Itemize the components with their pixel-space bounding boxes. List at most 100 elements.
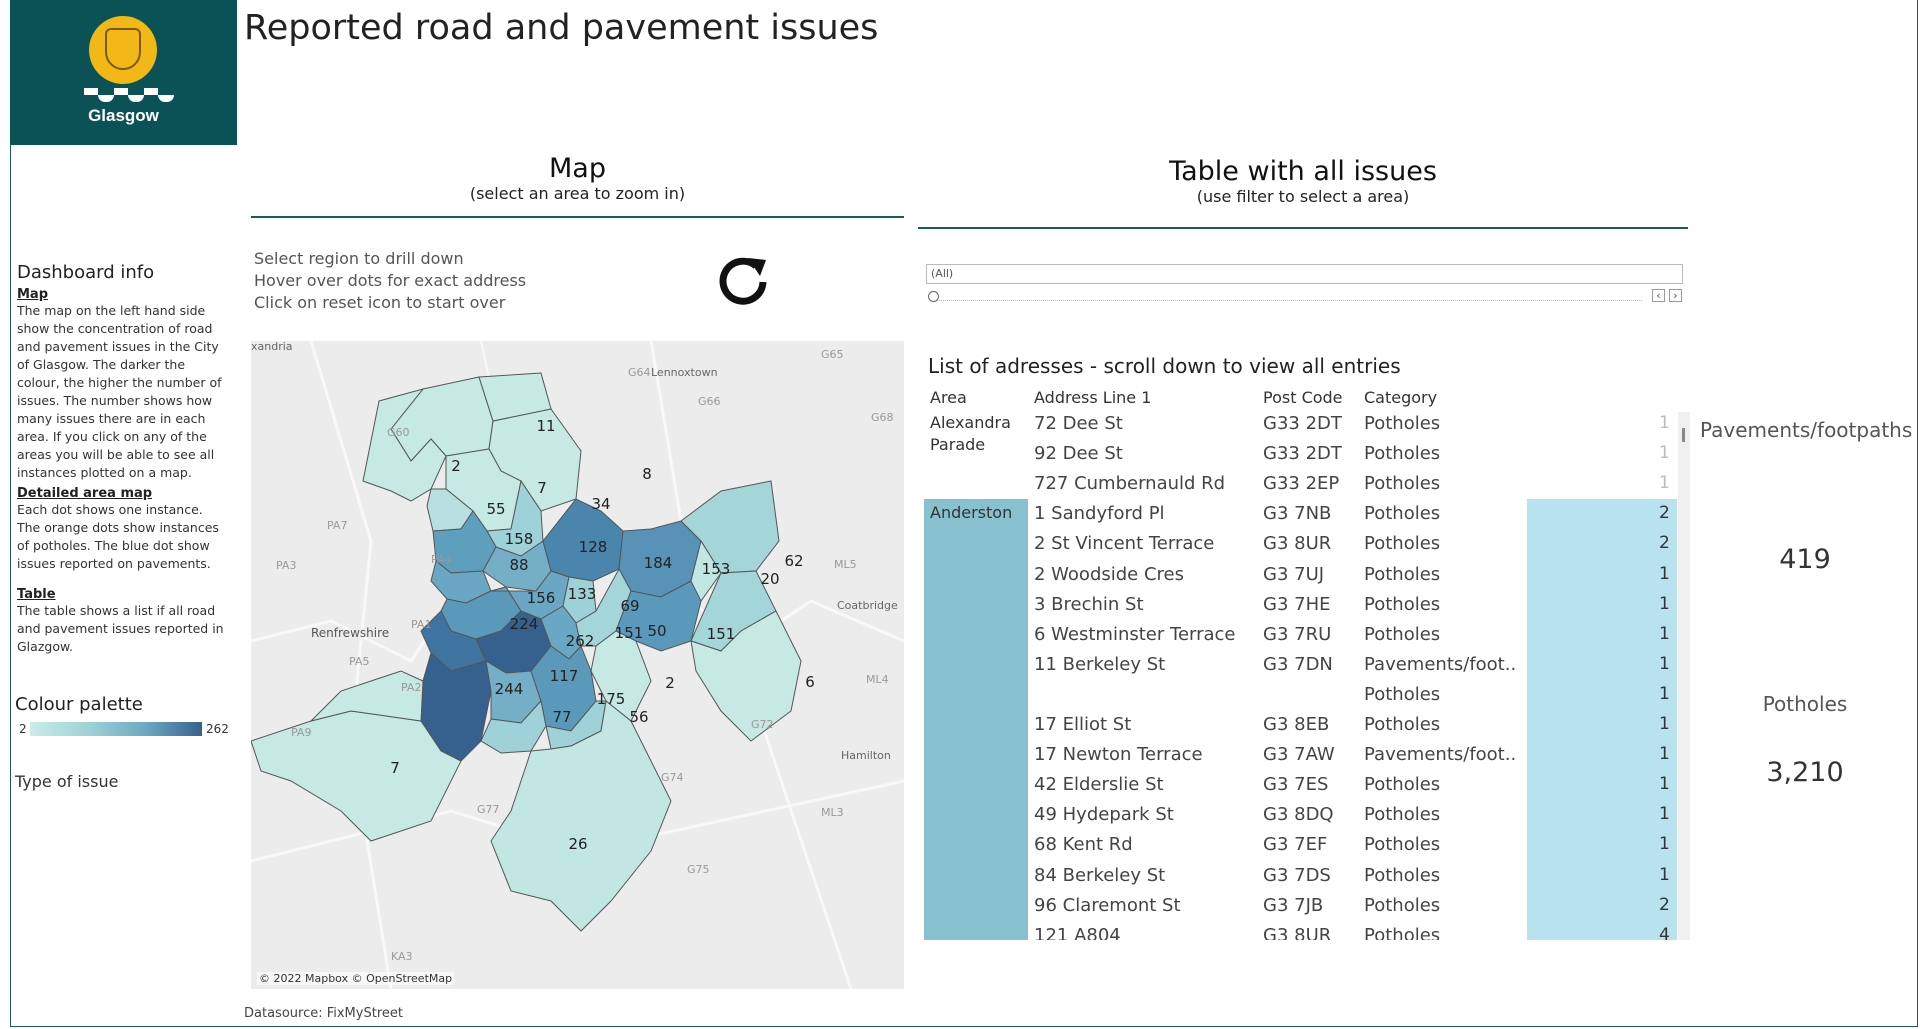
cell-address: 3 Brechin St — [1034, 593, 1144, 615]
cell-address: 2 Woodside Cres — [1034, 563, 1184, 585]
table-row[interactable]: Alexandra 72 Dee St G33 2DT Potholes Parade 1 — [924, 410, 1694, 454]
table-row[interactable]: 2 Woodside Cres G3 7UJ Potholes 1 — [924, 561, 1694, 591]
list-title: List of adresses - scroll down to view a… — [928, 354, 1401, 378]
cell-count: 1 — [1659, 683, 1670, 704]
table-row[interactable]: 84 Berkeley St G3 7DS Potholes 1 — [924, 862, 1694, 892]
column-header-category: Category — [1364, 388, 1438, 407]
cell-address: 92 Dee St — [1034, 443, 1123, 465]
cell-count: 1 — [1659, 804, 1670, 825]
filter-slider-handle[interactable] — [928, 291, 939, 302]
cell-count: 1 — [1659, 834, 1670, 855]
cell-category: Potholes — [1364, 503, 1441, 525]
cell-count: 1 — [1659, 473, 1670, 494]
table-row[interactable]: 49 Hydepark St G3 8DQ Potholes 1 — [924, 801, 1694, 831]
info-table-text: The table shows a list if all road and p… — [17, 603, 224, 654]
area-count-label: 34 — [591, 495, 610, 513]
cell-category: Potholes — [1364, 924, 1441, 940]
area-count-label: 20 — [760, 570, 779, 588]
postcode-label: G68 — [871, 411, 894, 424]
cell-postcode: G3 7NB — [1263, 503, 1332, 525]
table-row[interactable]: 727 Cumbernauld Rd G33 2EP Potholes 1 — [924, 470, 1694, 500]
cell-category: Potholes — [1364, 533, 1441, 555]
column-header-address: Address Line 1 — [1034, 388, 1152, 407]
postcode-label: PA7 — [327, 519, 347, 532]
place-label: Hamilton — [841, 749, 891, 762]
postcode-label: ML5 — [834, 558, 857, 571]
cell-area-line2: Parade — [930, 435, 986, 454]
area-count-label: 158 — [505, 530, 534, 548]
cell-count: 1 — [1659, 593, 1670, 614]
area-count-label: 2 — [665, 674, 675, 692]
table-row[interactable]: 96 Claremont St G3 7JB Potholes 2 — [924, 892, 1694, 922]
table-section-title: Table with all issues — [1169, 156, 1437, 187]
cell-category: Potholes — [1364, 804, 1441, 826]
table-row[interactable]: 17 Newton Terrace G3 7AW Pavements/foot.. 1 — [924, 741, 1694, 771]
cell-count: 4 — [1659, 924, 1670, 940]
cell-address: 11 Berkeley St — [1034, 653, 1166, 675]
place-label: Renfrewshire — [311, 626, 389, 640]
cell-category: Potholes — [1364, 714, 1441, 735]
page-title: Reported road and pavement issues — [244, 8, 879, 48]
issues-table[interactable]: Area Address Line 1 Post Code Category A… — [924, 388, 1694, 940]
cell-category: Potholes — [1364, 774, 1441, 796]
area-count-label: 184 — [644, 554, 673, 572]
place-label: Coatbridge — [837, 599, 898, 612]
filter-prev-button[interactable]: ‹ — [1652, 289, 1665, 302]
table-row[interactable]: 121 A804 G3 8UR Potholes 4 — [924, 922, 1694, 940]
info-detailed-text: Each dot shows one instance. The orange … — [17, 502, 219, 571]
cell-address: 68 Kent Rd — [1034, 834, 1133, 856]
filter-slider-track[interactable] — [932, 294, 1642, 301]
table-row[interactable]: 92 Dee St G33 2DT Potholes 1 — [924, 440, 1694, 470]
area-count-label: 77 — [552, 708, 571, 726]
table-row[interactable]: Anderston 1 Sandyford Pl G3 7NB Potholes 2 — [924, 500, 1694, 530]
area-count-label: 153 — [702, 560, 731, 578]
place-label: xandria — [251, 341, 293, 353]
cell-category: Potholes — [1364, 683, 1441, 705]
area-count-label: 244 — [495, 680, 524, 698]
table-row[interactable]: 11 Berkeley St G3 7DN Pavements/foot.. 1 — [924, 651, 1694, 681]
area-filter-input[interactable]: (All) — [926, 264, 1683, 284]
table-row[interactable]: 3 Brechin St G3 7HE Potholes 1 — [924, 591, 1694, 621]
area-count-label: 88 — [509, 556, 528, 574]
dashboard-info-title: Dashboard info — [17, 262, 155, 283]
table-row[interactable]: 17 Elliot St G3 8EB Potholes 1 — [924, 711, 1694, 741]
kpi-potholes-value: 3,210 — [1766, 757, 1844, 788]
cell-count: 1 — [1659, 714, 1670, 734]
table-row[interactable]: 42 Elderslie St G3 7ES Potholes 1 — [924, 771, 1694, 801]
area-count-label: 7 — [390, 759, 400, 777]
table-scrollbar[interactable] — [1678, 412, 1690, 940]
table-row[interactable]: 6 Westminster Terrace G3 7RU Potholes 1 — [924, 621, 1694, 651]
cell-postcode: G33 2EP — [1263, 473, 1340, 495]
cell-address: 42 Elderslie St — [1034, 774, 1164, 796]
kpi-pavements-value: 419 — [1779, 544, 1831, 575]
dashboard-info: Dashboard info Map The map on the left h… — [17, 262, 229, 660]
count-highlight-column — [1527, 499, 1677, 940]
area-count-label: 175 — [597, 690, 626, 708]
kpi-pavements-label: Pavements/footpaths — [1700, 418, 1913, 442]
type-of-issue-legend: Type of issue — [15, 772, 119, 791]
palette-max: 262 — [206, 722, 229, 736]
choropleth-map[interactable]: Lennoxtown Renfrewshire Coatbridge Hamil… — [251, 341, 904, 989]
cell-category: Pavements/foot.. — [1364, 744, 1517, 766]
cell-postcode: G3 8DQ — [1263, 804, 1334, 826]
cell-postcode: G3 8EB — [1263, 714, 1330, 735]
scrollbar-thumb[interactable] — [1682, 428, 1685, 442]
cell-count: 1 — [1659, 774, 1670, 795]
postcode-label: G74 — [661, 771, 684, 784]
palette-gradient — [30, 722, 202, 736]
filter-next-button[interactable]: › — [1669, 289, 1682, 302]
cell-postcode: G3 7AW — [1263, 744, 1335, 766]
reset-icon[interactable] — [714, 252, 772, 310]
area-count-label: 156 — [527, 589, 556, 607]
table-row[interactable]: 2 St Vincent Terrace G3 8UR Potholes 2 — [924, 530, 1694, 560]
table-row[interactable]: Potholes 1 — [924, 681, 1694, 711]
area-count-label: 128 — [579, 538, 608, 556]
cell-category: Potholes — [1364, 834, 1441, 856]
area-count-label: 55 — [486, 500, 505, 518]
table-row[interactable]: 68 Kent Rd G3 7EF Potholes 1 — [924, 831, 1694, 861]
cell-address: 6 Westminster Terrace — [1034, 623, 1236, 645]
map-attribution[interactable]: © 2022 Mapbox © OpenStreetMap — [257, 972, 455, 985]
instruction-line-1: Select region to drill down — [254, 249, 464, 268]
cell-address: 727 Cumbernauld Rd — [1034, 473, 1226, 495]
info-table-heading: Table — [17, 587, 56, 602]
